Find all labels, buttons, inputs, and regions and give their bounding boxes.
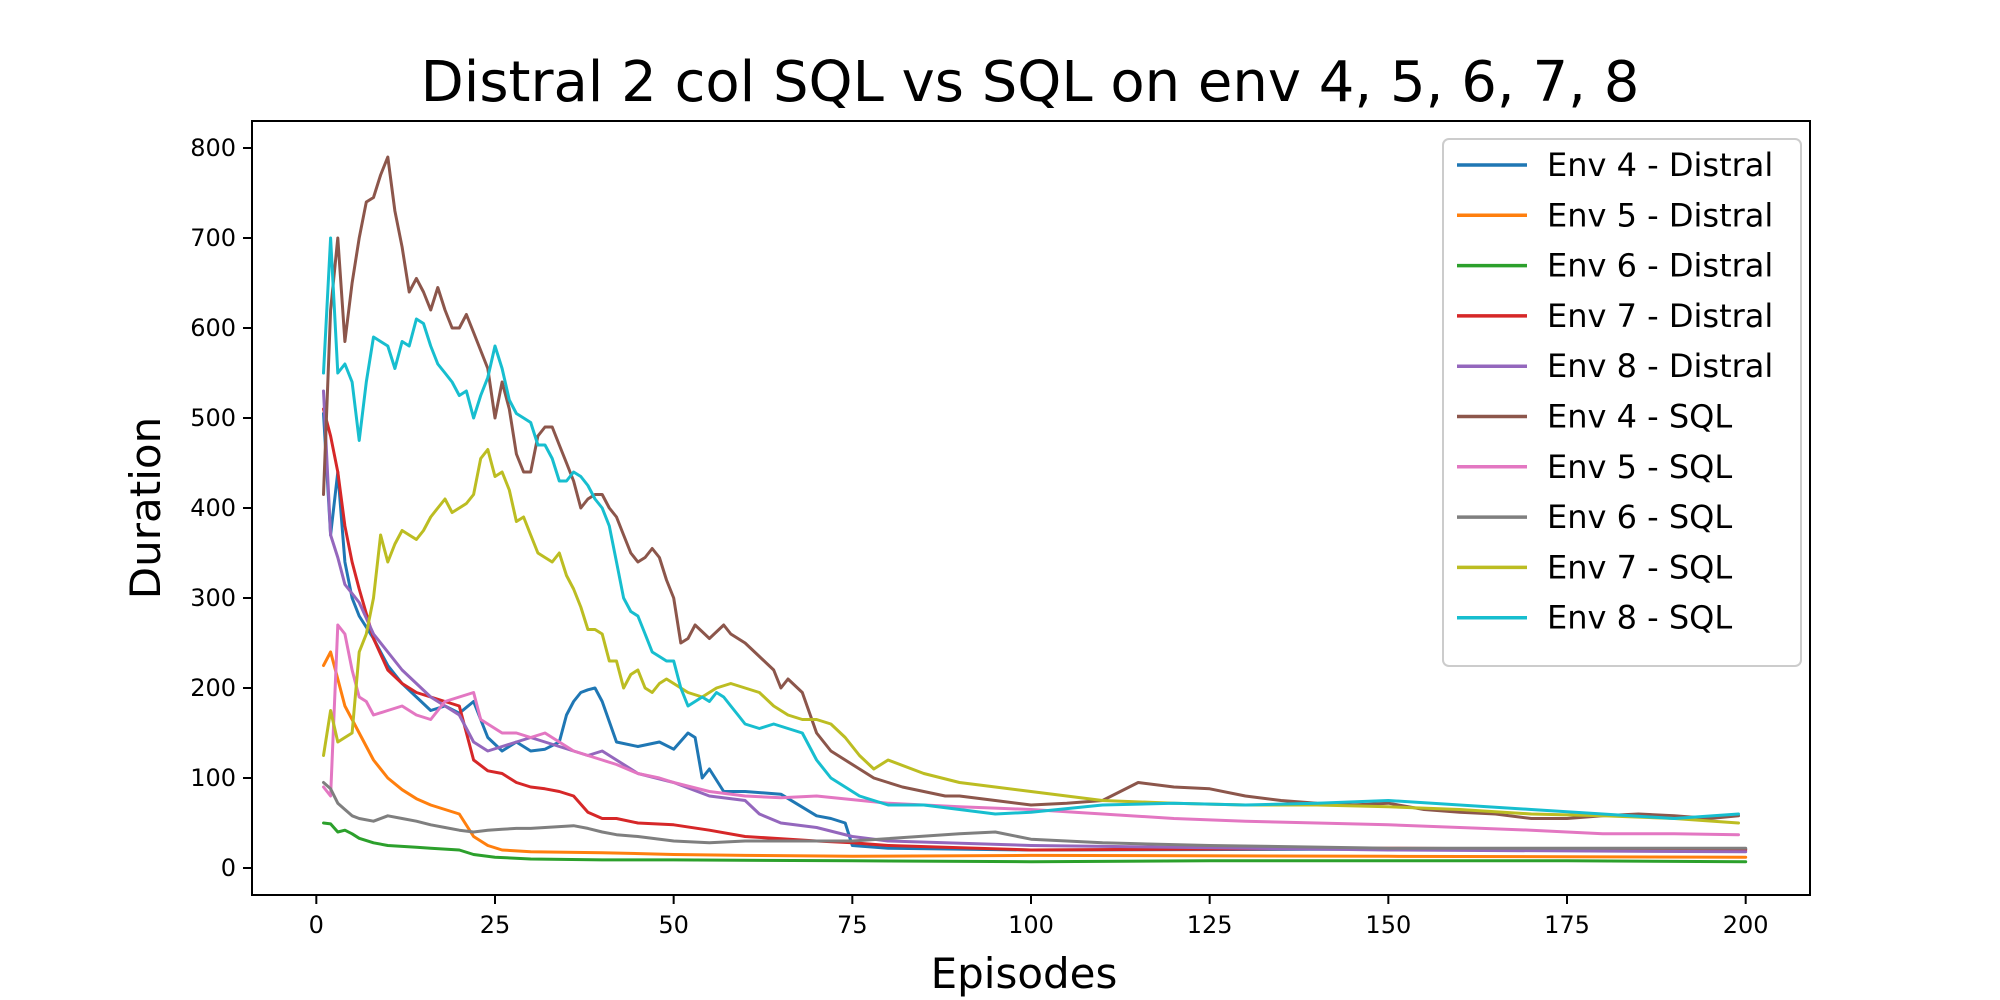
series-line-8 [322,781,1748,850]
x-tick-label: 75 [837,911,868,939]
series-line-2 [322,650,1748,859]
y-axis: 0 100 200 300 400 500 600 700 800 [190,134,252,882]
y-tick-label: 200 [190,674,236,702]
y-tick-label: 400 [190,494,236,522]
x-tick-label: 200 [1723,911,1769,939]
legend-label: Env 5 - SQL [1547,448,1732,486]
legend-label: Env 4 - SQL [1547,398,1732,436]
x-axis: 0 25 50 75 100 125 150 175 200 [309,895,1769,939]
plot-series [322,155,1748,864]
x-axis-title: Episodes [931,949,1118,998]
y-tick-label: 100 [190,764,236,792]
series-line-5 [322,389,1748,854]
x-tick-label: 50 [658,911,689,939]
series-line-1 [322,412,1748,852]
x-tick-label: 125 [1187,911,1233,939]
y-tick-label: 500 [190,404,236,432]
legend-label: Env 4 - Distral [1547,146,1773,184]
y-tick-label: 0 [221,854,236,882]
x-tick-label: 25 [480,911,511,939]
chart-title: Distral 2 col SQL vs SQL on env 4, 5, 6,… [421,50,1640,115]
x-tick-label: 100 [1008,911,1054,939]
legend-label: Env 7 - SQL [1547,548,1732,586]
legend-label: Env 6 - Distral [1547,247,1773,285]
y-axis-title: Duration [121,417,170,599]
legend-label: Env 8 - SQL [1547,599,1732,637]
y-tick-label: 600 [190,314,236,342]
y-tick-label: 300 [190,584,236,612]
x-tick-label: 0 [309,911,324,939]
x-tick-label: 150 [1365,911,1411,939]
x-tick-label: 175 [1544,911,1590,939]
legend: Env 4 - Distral Env 5 - Distral Env 6 - Di… [1442,138,1802,667]
legend-label: Env 6 - SQL [1547,498,1732,536]
series-line-4 [322,407,1748,852]
y-tick-label: 700 [190,224,236,252]
series-line-3 [322,821,1748,864]
series-line-10 [322,236,1740,820]
legend-box [1442,138,1802,667]
legend-label: Env 5 - Distral [1547,196,1773,234]
y-tick-label: 800 [190,134,236,162]
series-line-9 [322,448,1740,825]
series-line-6 [322,155,1740,820]
legend-label: Env 8 - Distral [1547,347,1773,385]
series-line-7 [322,623,1740,837]
legend-label: Env 7 - Distral [1547,297,1773,335]
